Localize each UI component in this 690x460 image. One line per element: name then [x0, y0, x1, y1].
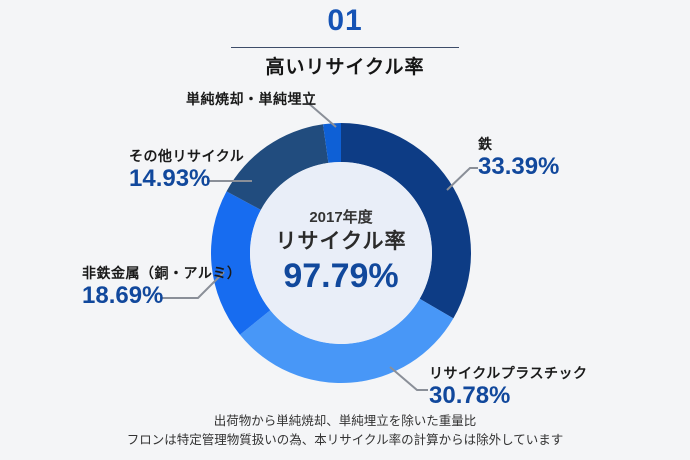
footnote-line-2: フロンは特定管理物質扱いの為、本リサイクル率の計算からは除外しています: [126, 433, 564, 447]
section-number: 01: [327, 4, 363, 37]
segment-label: 単純焼却・単純埋立: [186, 91, 317, 107]
segment-label: その他リサイクル: [129, 148, 245, 164]
center-label: リサイクル率: [275, 230, 407, 253]
callout-other-recycle: その他リサイクル 14.93%: [129, 148, 244, 192]
donut-inner-circle: [250, 162, 432, 344]
leader-lines: [160, 101, 478, 391]
page-title: 高いリサイクル率: [265, 57, 425, 78]
donut-segment-3: [226, 124, 329, 210]
segment-percent: 33.39%: [478, 153, 560, 180]
donut-segment-1: [239, 298, 454, 384]
header-divider: [231, 47, 459, 48]
center-year: 2017年度: [309, 209, 373, 226]
leader-line-tetsu: [446, 167, 478, 191]
callout-iron: 鉄 33.39%: [478, 136, 559, 180]
segment-percent: 30.78%: [429, 382, 511, 409]
footnote-line-1: 出荷物から単純焼却、単純埋立を除いた重量比: [213, 414, 477, 428]
segment-label: 鉄: [478, 136, 493, 152]
segment-label: リサイクルプラスチック: [429, 365, 588, 381]
donut-segment-0: [341, 123, 471, 319]
donut-segment-2: [211, 191, 271, 335]
donut-segments: [211, 123, 471, 384]
leader-line-hitetsu: [160, 271, 225, 299]
center-value: 97.79%: [283, 257, 399, 295]
callout-simple-incineration: 単純焼却・単純埋立: [186, 91, 317, 108]
segment-label: 非鉄金属（銅・アルミ）: [82, 265, 242, 281]
leader-line-plastic: [389, 366, 428, 391]
leader-line-tanjun: [306, 101, 337, 128]
callout-nonferrous-metal: 非鉄金属（銅・アルミ） 18.69%: [82, 265, 241, 309]
callout-recycled-plastic: リサイクルプラスチック 30.78%: [429, 365, 588, 409]
donut-center-text: 2017年度 リサイクル率 97.79%: [251, 208, 431, 297]
donut-segment-4: [323, 123, 341, 163]
segment-percent: 14.93%: [129, 165, 211, 192]
segment-percent: 18.69%: [82, 282, 164, 309]
